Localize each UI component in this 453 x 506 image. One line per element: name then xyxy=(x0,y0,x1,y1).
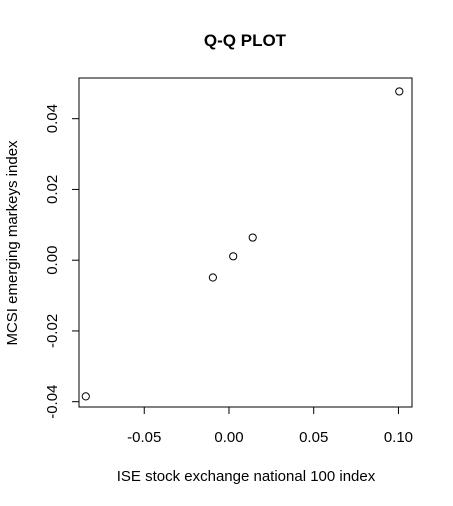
y-tick-label: 0.04 xyxy=(44,104,61,133)
y-tick-label: -0.04 xyxy=(44,385,61,419)
x-axis: -0.05 0.00 0.05 0.10 xyxy=(127,407,413,446)
x-axis-label: ISE stock exchange national 100 index xyxy=(117,468,376,485)
x-tick-label: 0.05 xyxy=(299,429,328,446)
y-tick-label: -0.02 xyxy=(44,314,61,348)
data-point xyxy=(81,392,90,401)
x-tick-label: -0.05 xyxy=(127,429,161,446)
y-axis-label: MCSI emerging markeys index xyxy=(4,140,21,346)
data-point xyxy=(395,87,404,96)
data-points xyxy=(81,87,404,401)
data-point xyxy=(208,273,217,282)
data-point xyxy=(229,252,238,261)
y-tick-label: 0.02 xyxy=(44,175,61,204)
data-point xyxy=(248,233,257,242)
plot-frame xyxy=(78,77,413,408)
x-tick-label: 0.00 xyxy=(214,429,243,446)
y-tick-label: 0.00 xyxy=(44,246,61,275)
y-axis: -0.04 -0.02 0.00 0.02 0.04 xyxy=(44,104,79,419)
x-tick-label: 0.10 xyxy=(384,429,413,446)
chart-title: Q-Q PLOT xyxy=(204,31,287,50)
